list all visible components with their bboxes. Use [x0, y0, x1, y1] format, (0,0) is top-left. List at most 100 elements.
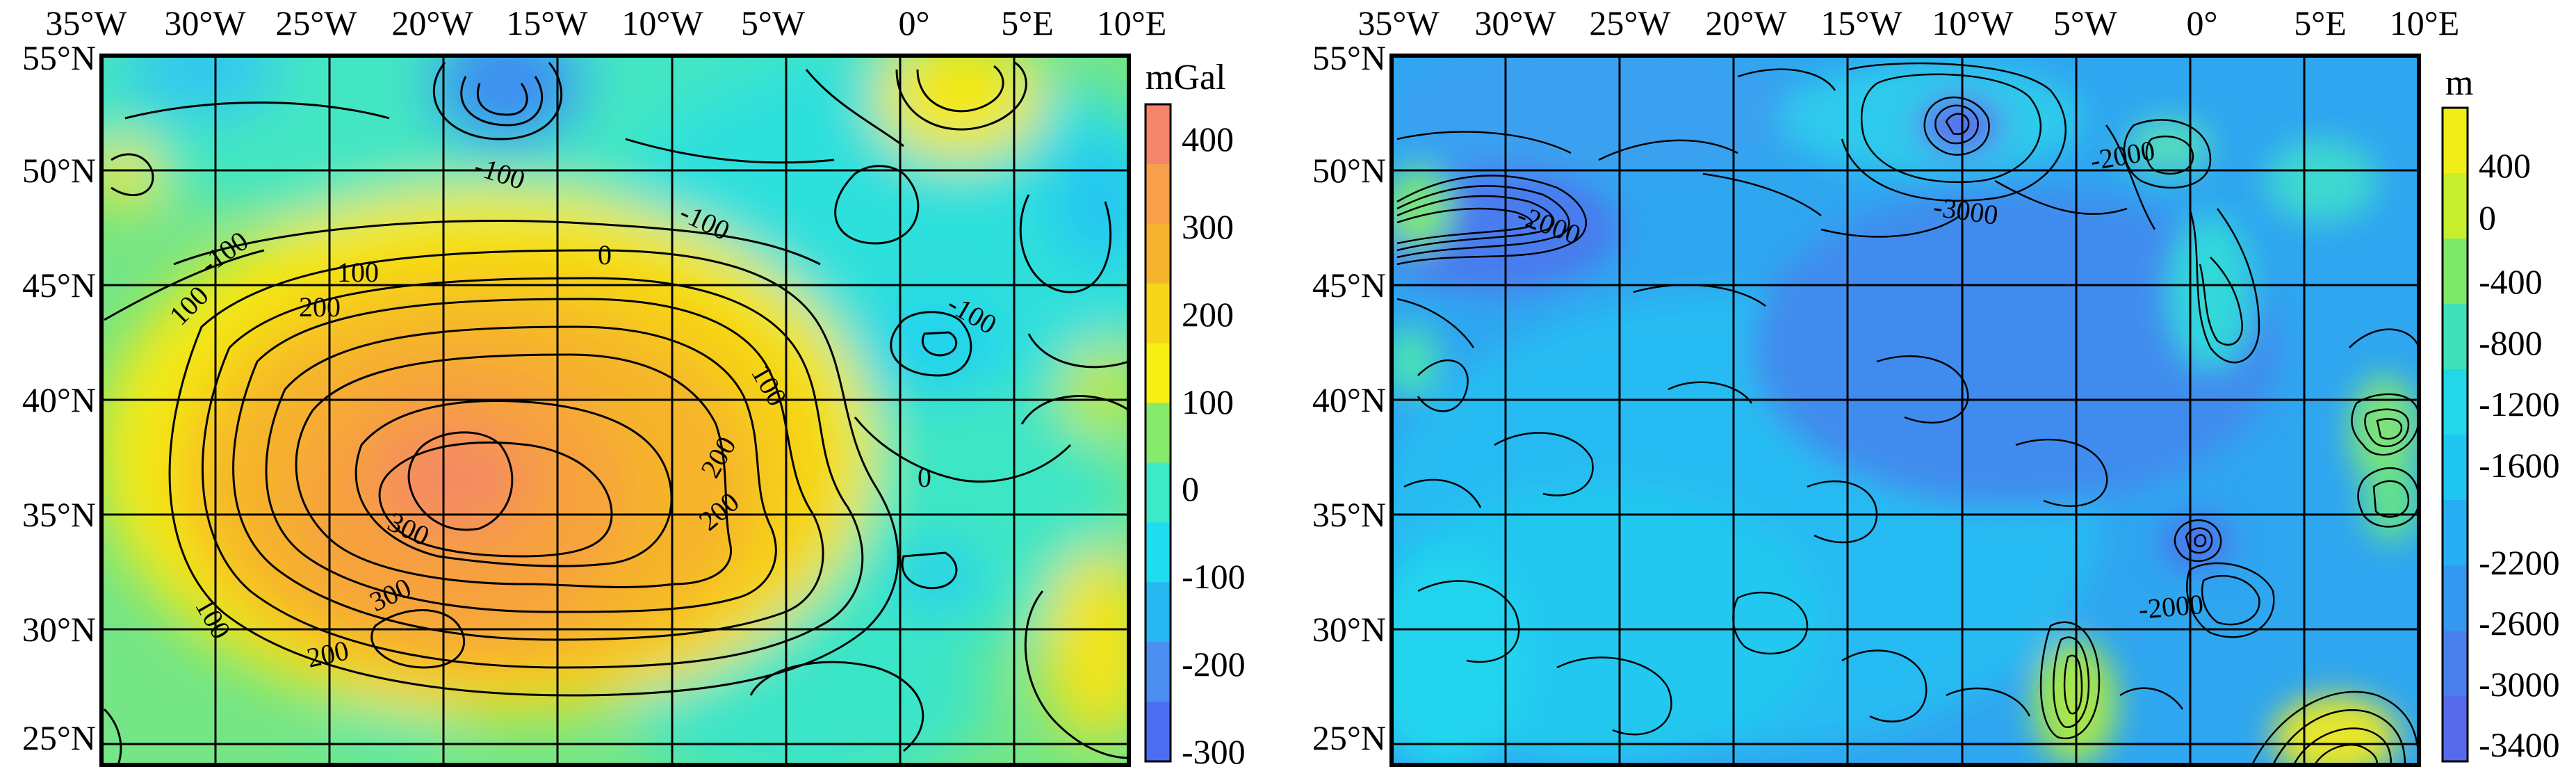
- colorbar-swatch: [1146, 343, 1171, 404]
- lon-label: 15°W: [506, 3, 588, 42]
- lon-label: 25°W: [1589, 3, 1671, 42]
- colorbar-label: -200: [1182, 645, 1246, 684]
- colorbar-swatch: [2443, 239, 2468, 305]
- lon-label: 30°W: [1474, 3, 1556, 42]
- contour-label: 100: [337, 257, 379, 288]
- colorbar-swatch: [2443, 435, 2468, 501]
- topography-lon-labels: 35°W 30°W 25°W 20°W 15°W 10°W 5°W 0° 5°E…: [1358, 3, 2459, 42]
- colorbar-swatches: [2443, 108, 2468, 762]
- lat-label: 30°N: [1312, 610, 1386, 649]
- colorbar-label: 400: [1182, 120, 1234, 159]
- colorbar-swatch: [1146, 104, 1171, 165]
- lon-label: 5°E: [1001, 3, 1054, 42]
- gravity-graticule: [101, 56, 1129, 765]
- colorbar-swatch: [1146, 582, 1171, 642]
- contour-label: 0: [598, 239, 612, 270]
- colorbar-label: 200: [1182, 295, 1234, 334]
- lat-label: 45°N: [22, 266, 96, 305]
- topography-map: -2000 -3000 -2000 -2000 35°W 30°W 25°W 2…: [1312, 3, 2560, 767]
- colorbar-labels: 400 0 -400 -800 -1200 -1600 -2200 -2600 …: [2479, 146, 2560, 764]
- colorbar-label: -100: [1182, 557, 1246, 596]
- colorbar-frame: [2441, 106, 2469, 763]
- colorbar-swatch: [2443, 108, 2468, 174]
- colorbar-label: -1600: [2479, 446, 2560, 485]
- lat-label: 30°N: [22, 610, 96, 649]
- colorbar-swatch: [1146, 403, 1171, 463]
- lat-label: 55°N: [1312, 38, 1386, 77]
- gravity-color-field: [101, 56, 1129, 765]
- gravity-contours: [103, 61, 1129, 765]
- lon-label: 0°: [2187, 3, 2218, 42]
- contour-label: 200: [299, 291, 341, 323]
- lat-label: 35°N: [22, 495, 96, 534]
- gravity-lat-labels: 55°N 50°N 45°N 40°N 35°N 30°N 25°N: [22, 38, 96, 757]
- lon-label: 20°W: [391, 3, 473, 42]
- colorbar-label: -2600: [2479, 604, 2560, 642]
- colorbar-swatch: [2443, 565, 2468, 631]
- colorbar-label: -1200: [2479, 385, 2560, 423]
- lat-label: 50°N: [22, 151, 96, 190]
- gravity-lon-labels: 35°W 30°W 25°W 20°W 15°W 10°W 5°W 0° 5°E…: [45, 3, 1166, 42]
- lat-label: 25°N: [1312, 718, 1386, 757]
- colorbar-labels: 400 300 200 100 0 -100 -200 -300: [1182, 120, 1246, 771]
- lat-label: 40°N: [22, 380, 96, 419]
- topography-colorbar: m 400 0 -400 -800 -1200 -1600 -2200 -260…: [2441, 63, 2560, 764]
- lat-label: 35°N: [1312, 495, 1386, 534]
- gravity-map-frame: [99, 54, 1131, 767]
- colorbar-swatches: [1146, 104, 1171, 762]
- colorbar-swatch: [2443, 173, 2468, 239]
- topography-contours: [1396, 62, 2419, 765]
- lat-label: 50°N: [1312, 151, 1386, 190]
- gravity-colorbar: mGal 400 300 200 100 0 -100 -200 -300: [1144, 58, 1246, 771]
- colorbar-label: 0: [2479, 198, 2496, 237]
- gravity-anomaly-map: -100 -100 0 -100 100 200 -100 100 200 10…: [22, 3, 1246, 771]
- colorbar-swatch: [2443, 500, 2468, 566]
- contour-label: 0: [918, 462, 931, 493]
- colorbar-swatch: [2443, 631, 2468, 697]
- lon-label: 35°W: [1358, 3, 1440, 42]
- colorbar-swatch: [1146, 163, 1171, 225]
- lon-label: 10°E: [2390, 3, 2460, 42]
- colorbar-frame: [1144, 103, 1172, 763]
- colorbar-swatch: [1146, 462, 1171, 523]
- colorbar-label: 0: [1182, 469, 1199, 508]
- colorbar-swatch: [2443, 696, 2468, 762]
- colorbar-label: 300: [1182, 207, 1234, 246]
- topography-map-frame: [1389, 54, 2421, 767]
- colorbar-swatch: [2443, 369, 2468, 435]
- topography-graticule: [1392, 56, 2419, 765]
- lon-label: 10°W: [1932, 3, 2014, 42]
- lon-label: 25°W: [275, 3, 357, 42]
- lat-label: 25°N: [22, 718, 96, 757]
- colorbar-label: -300: [1182, 732, 1246, 771]
- topography-lat-labels: 55°N 50°N 45°N 40°N 35°N 30°N 25°N: [1312, 38, 1386, 757]
- colorbar-label: -400: [2479, 262, 2543, 301]
- colorbar-swatch: [1146, 642, 1171, 702]
- lat-label: 55°N: [22, 38, 96, 77]
- colorbar-label: 400: [2479, 146, 2531, 185]
- lon-label: 10°W: [621, 3, 703, 42]
- lon-label: 10°E: [1097, 3, 1167, 42]
- lon-label: 5°W: [741, 3, 806, 42]
- colorbar-label: -2200: [2479, 543, 2560, 582]
- colorbar-swatch: [1146, 702, 1171, 762]
- colorbar-label: -3000: [2479, 665, 2560, 704]
- lon-label: 35°W: [45, 3, 127, 42]
- lon-label: 30°W: [164, 3, 246, 42]
- lat-label: 45°N: [1312, 266, 1386, 305]
- lon-label: 5°E: [2294, 3, 2347, 42]
- colorbar-unit: mGal: [1146, 58, 1226, 97]
- colorbar-label: -3400: [2479, 725, 2560, 764]
- colorbar-swatch: [2443, 304, 2468, 370]
- lon-label: 20°W: [1705, 3, 1787, 42]
- lon-label: 15°W: [1820, 3, 1902, 42]
- colorbar-swatch: [1146, 223, 1171, 284]
- colorbar-label: -800: [2479, 323, 2543, 362]
- lat-label: 40°N: [1312, 380, 1386, 419]
- contour-label: -2000: [2137, 588, 2205, 625]
- colorbar-label: 100: [1182, 382, 1234, 421]
- lon-label: 0°: [899, 3, 930, 42]
- colorbar-unit: m: [2445, 63, 2473, 103]
- topography-color-field: [1392, 56, 2419, 765]
